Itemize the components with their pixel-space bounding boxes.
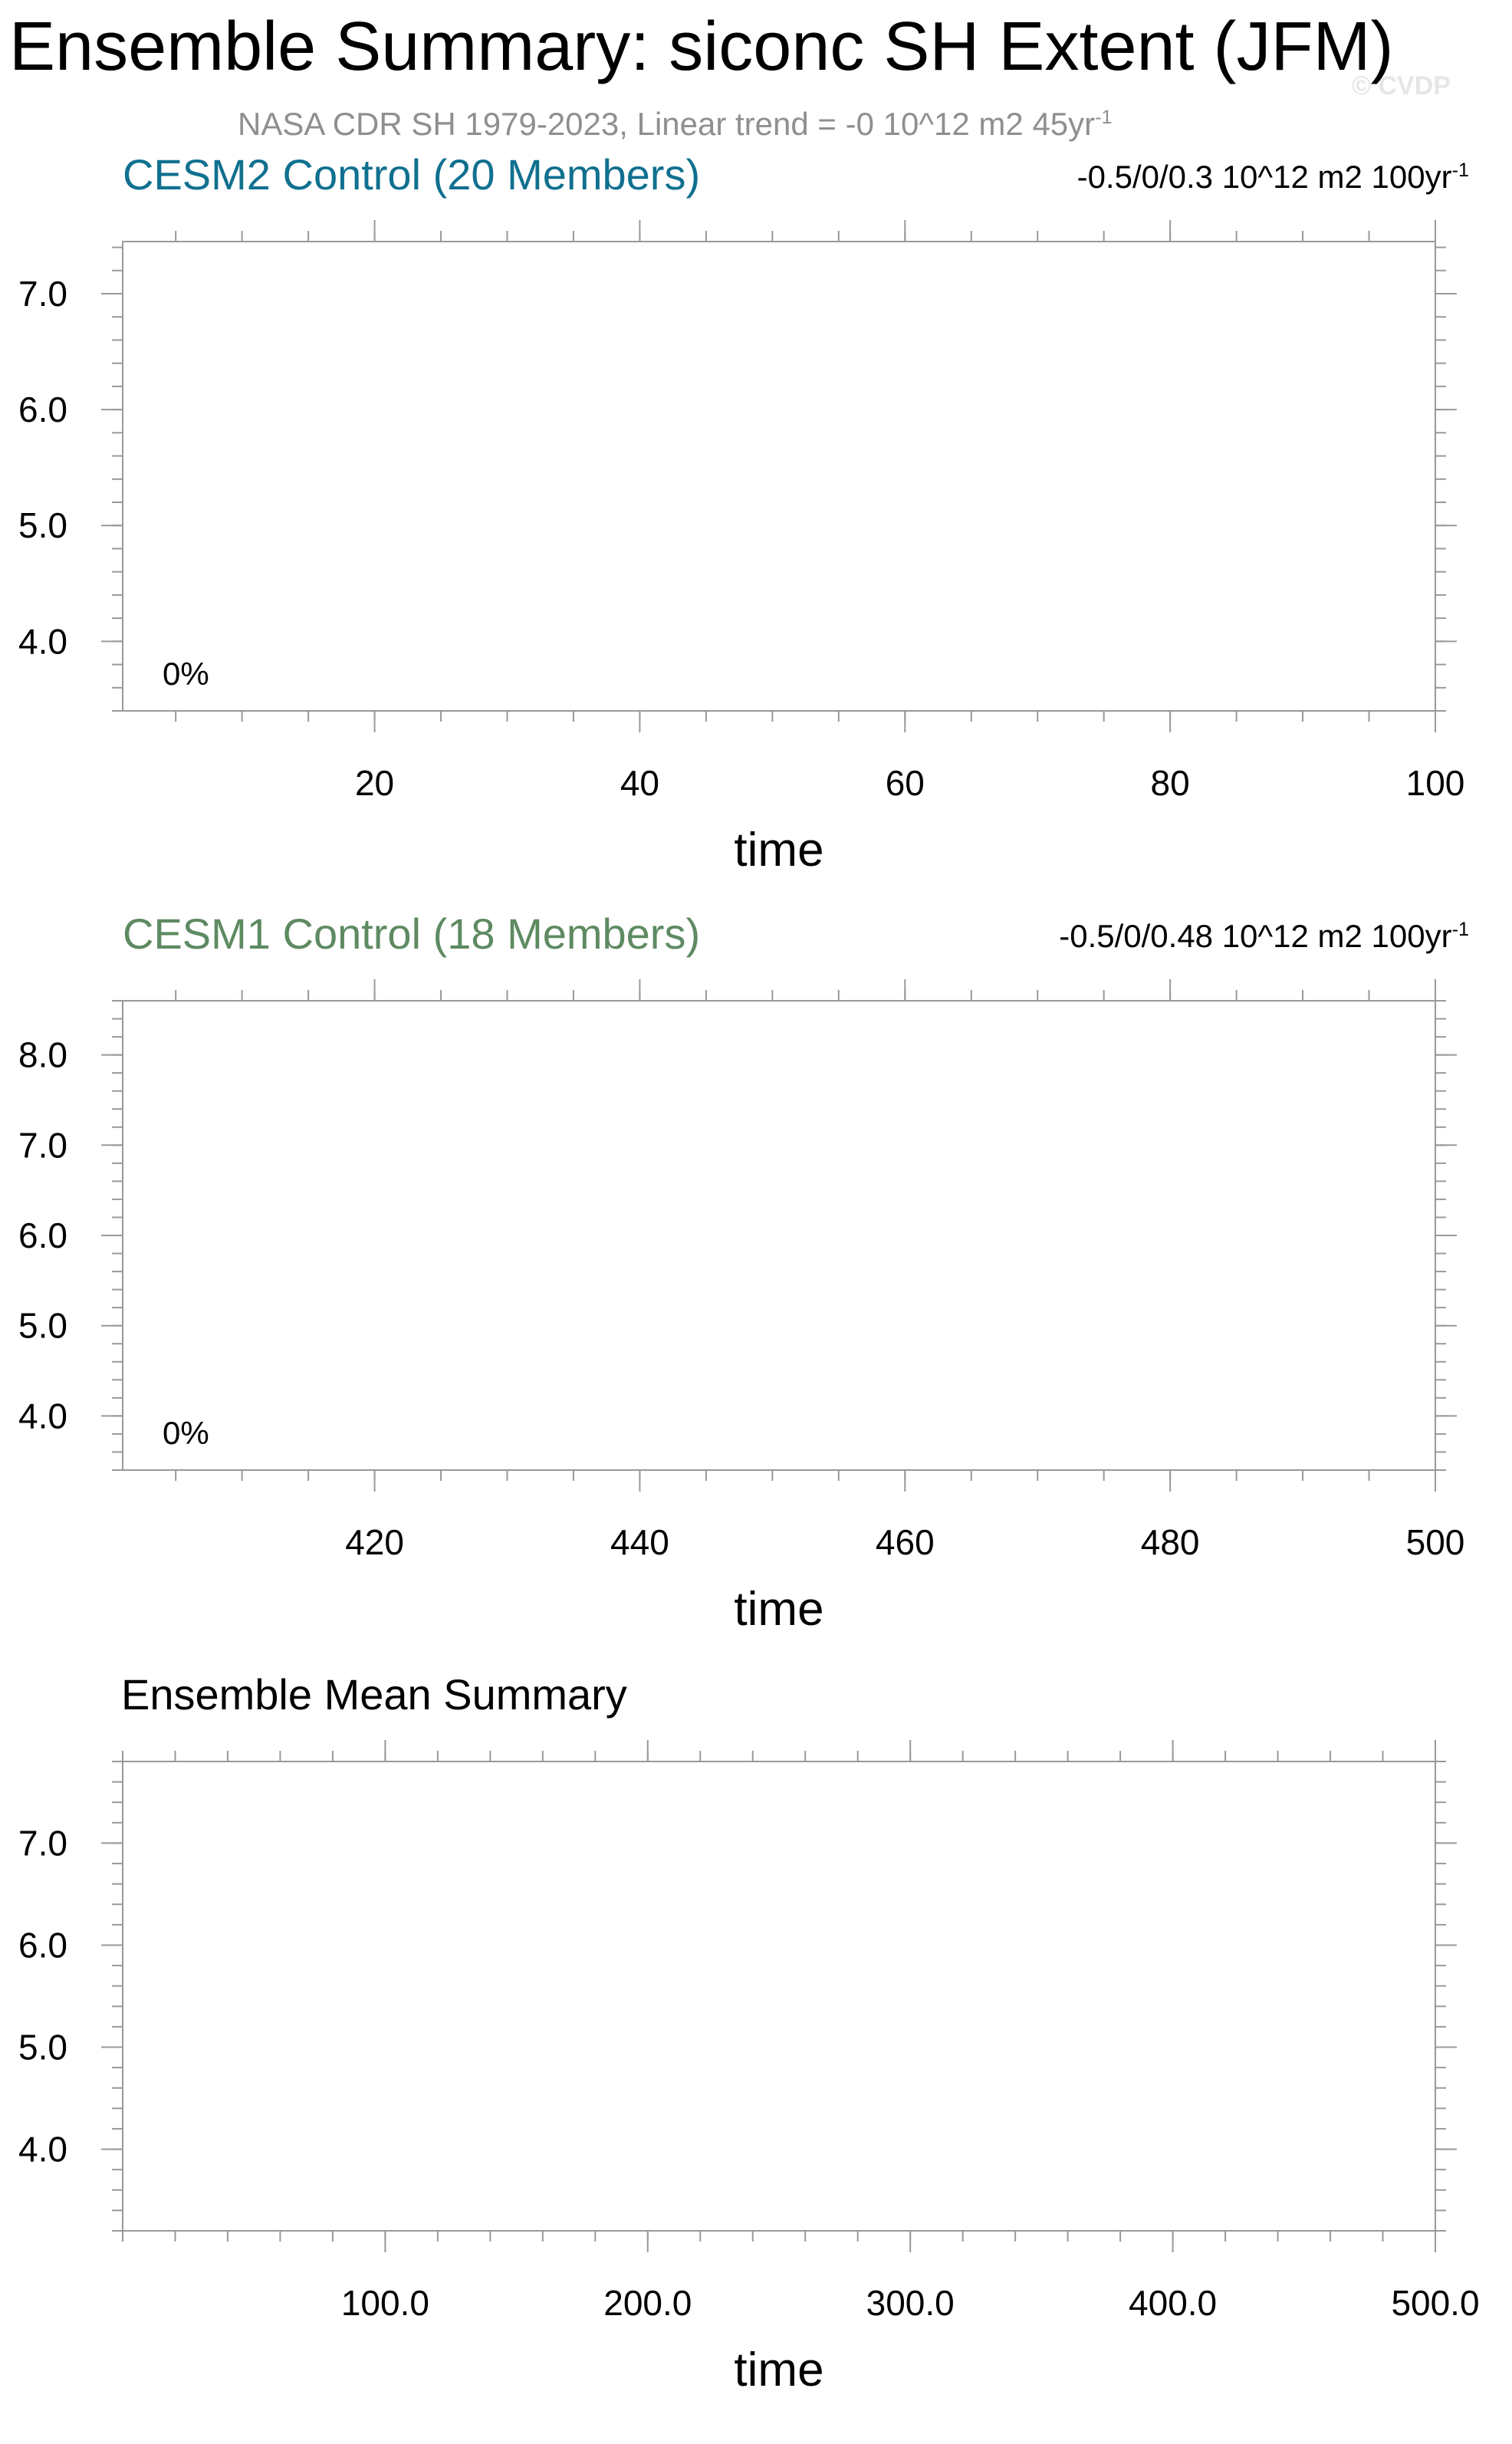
page-title: Ensemble Summary: siconc SH Extent (JFM) [9,8,1394,85]
panel-2-x-tick-label: 440 [610,1522,669,1562]
panel-2-annotation: 0% [163,1415,209,1451]
panel-1-trend-superscript: -1 [1451,160,1469,181]
watermark: © CVDP [1352,71,1451,100]
panel-2-x-tick-label: 500 [1406,1522,1465,1562]
panel-2-plot-frame [122,1000,1436,1471]
panel-2-x-tick-label: 480 [1141,1522,1200,1562]
observations-label: NASA CDR SH 1979-2023, Linear trend = -0… [238,106,1096,142]
panel-2-y-tick-label: 5.0 [18,1306,67,1346]
panel-2-x-tick-label: 460 [876,1522,935,1562]
panel-1-trend-label: -0.5/0/0.3 10^12 m2 100yr [1076,159,1452,195]
panel-1-x-tick-label: 60 [886,763,925,803]
panel-1-x-tick-label: 20 [355,763,394,803]
panel-2-x-axis-label: time [734,1583,823,1636]
panel-2-title: CESM1 Control (18 Members) [123,910,701,958]
panel-1-x-tick-label: 80 [1151,763,1190,803]
panel-1-x-axis-label: time [734,824,823,877]
panel-2-y-tick-label: 7.0 [18,1125,67,1165]
panel-3-plot-frame [122,1761,1436,2232]
panel-1-x-tick-label: 100 [1406,763,1465,803]
panel-3-x-tick-label: 300.0 [866,2283,955,2323]
panel-2-y-tick-label: 4.0 [18,1396,67,1436]
panel-3-x-tick-label: 100.0 [341,2283,429,2323]
panel-3-y-tick-label: 6.0 [18,1925,67,1965]
panel-1-trend: -0.5/0/0.3 10^12 m2 100yr-1 [1076,159,1469,195]
panel-1-annotation: 0% [163,656,209,692]
panel-2-trend: -0.5/0/0.48 10^12 m2 100yr-1 [1059,918,1469,954]
panel-2-trend-label: -0.5/0/0.48 10^12 m2 100yr [1059,918,1452,954]
panel-3-y-tick-label: 4.0 [18,2130,67,2169]
panel-3-x-tick-label: 400.0 [1129,2283,1217,2323]
panel-3-y-tick-label: 5.0 [18,2028,67,2067]
panel-3-x-tick-label: 200.0 [603,2283,692,2323]
observations-subtitle: NASA CDR SH 1979-2023, Linear trend = -0… [238,106,1113,143]
panel-2-y-tick-label: 6.0 [18,1215,67,1255]
panel-1-x-tick-label: 40 [620,763,659,803]
panel-3-x-axis-label: time [734,2344,823,2396]
panel-1-y-tick-label: 7.0 [18,274,67,314]
panel-2-trend-superscript: -1 [1451,919,1469,940]
panel-1-y-tick-label: 5.0 [18,505,67,545]
panel-1-y-tick-label: 6.0 [18,390,67,429]
panel-3-title: Ensemble Mean Summary [121,1670,627,1719]
panel-3-x-tick-label: 500.0 [1391,2283,1479,2323]
panel-1-plot-frame [122,241,1436,712]
observations-superscript: -1 [1095,107,1113,128]
panel-2-y-tick-label: 8.0 [18,1035,67,1075]
panel-1-title: CESM2 Control (20 Members) [123,150,701,199]
panel-1-y-tick-label: 4.0 [18,621,67,661]
panel-3-y-tick-label: 7.0 [18,1823,67,1863]
panel-2-x-tick-label: 420 [345,1522,404,1562]
